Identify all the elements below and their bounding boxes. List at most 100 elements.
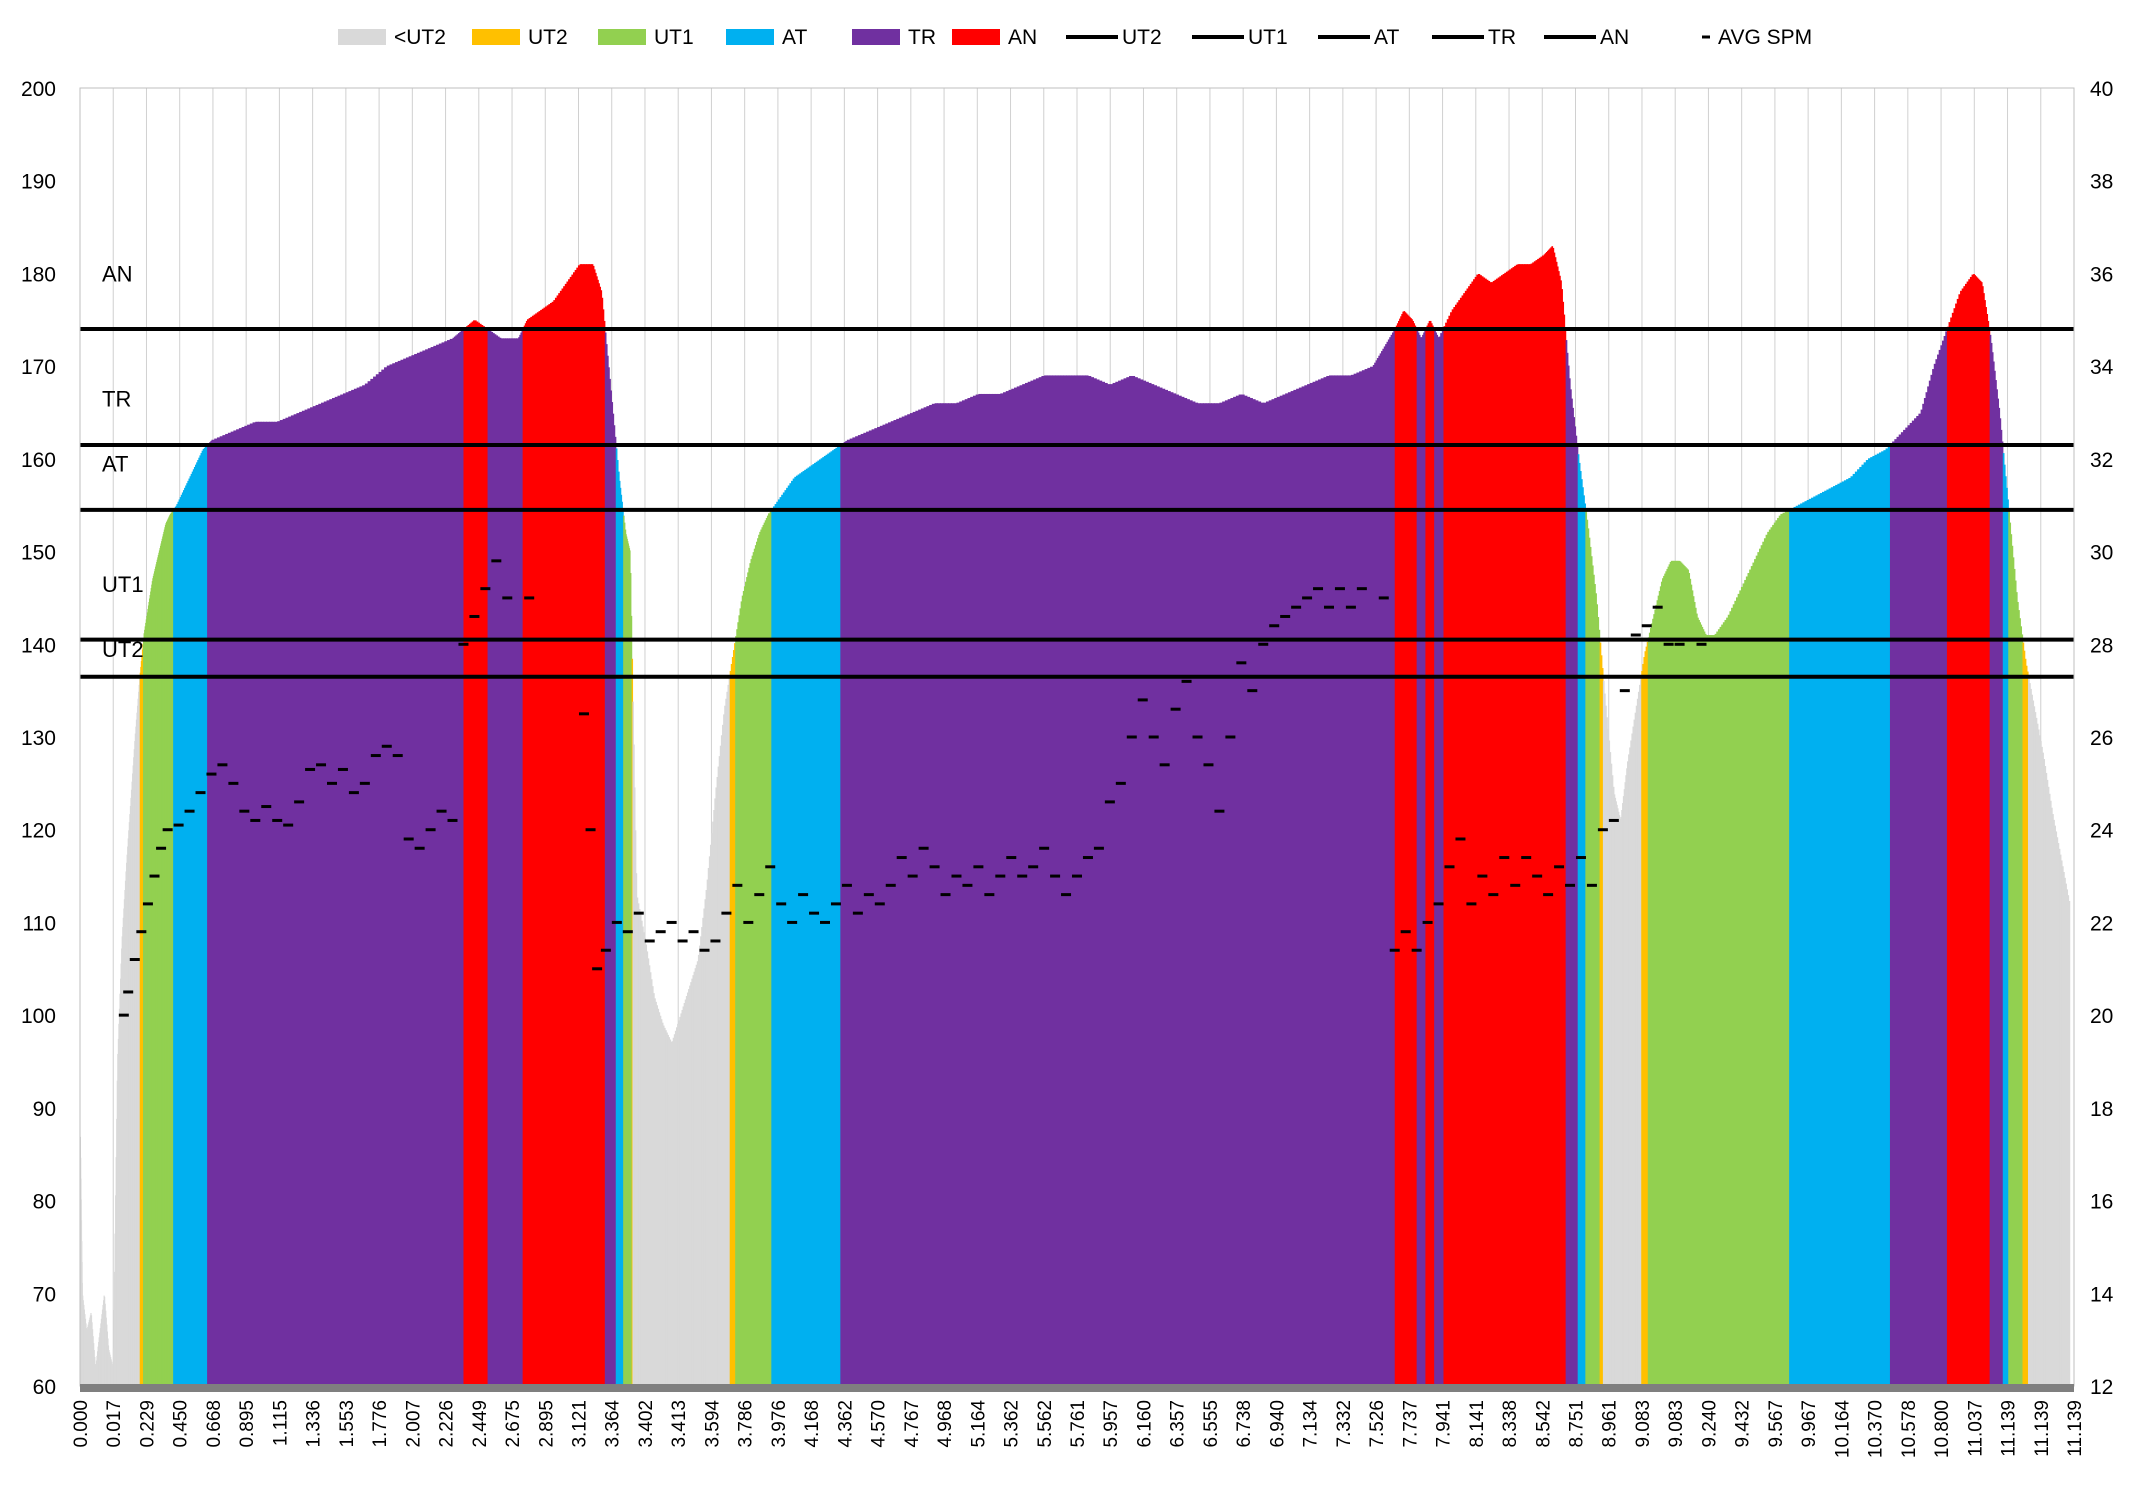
hr-zone-bar — [345, 392, 350, 1386]
hr-zone-bar — [1068, 375, 1073, 1386]
hr-zone-bar — [1800, 503, 1803, 1386]
hr-zone-bar — [596, 276, 598, 1386]
hr-zone-bar — [677, 1023, 679, 1386]
hr-zone-bar — [1429, 320, 1432, 1387]
hr-zone-bar — [1710, 635, 1712, 1386]
y2-tick-label: 14 — [2090, 1283, 2114, 1306]
x-tick-label: 6.940 — [1267, 1400, 1288, 1448]
hr-zone-bar — [511, 338, 515, 1386]
hr-zone-bar — [684, 999, 687, 1386]
hr-zone-bar — [482, 326, 485, 1387]
hr-zone-bar — [893, 420, 897, 1386]
hr-zone-bar — [1372, 364, 1375, 1387]
hr-zone-bar — [1282, 394, 1286, 1386]
hr-zone-bar — [1557, 271, 1560, 1386]
hr-zone-bar — [1219, 402, 1223, 1386]
hr-zone-bar — [1428, 320, 1431, 1387]
hr-zone-bar — [1953, 308, 1956, 1387]
hr-zone-bar — [815, 461, 818, 1386]
hr-zone-bar — [1575, 435, 1578, 1386]
hr-zone-bar — [2059, 854, 2062, 1386]
hr-zone-bar — [1414, 325, 1417, 1387]
hr-zone-bar — [779, 497, 782, 1386]
hr-zone-bar — [1049, 375, 1053, 1386]
hr-zone-bar — [1461, 295, 1464, 1386]
hr-zone-bar — [466, 326, 469, 1387]
hr-zone-bar — [1451, 309, 1454, 1386]
hr-zone-bar — [653, 993, 655, 1386]
hr-zone-bar — [1634, 712, 1637, 1386]
legend-label-5: AN — [1008, 26, 1037, 49]
hr-zone-bar — [1662, 578, 1664, 1386]
hr-zone-bar — [543, 307, 546, 1387]
legend-label-7: UT1 — [1248, 26, 1288, 49]
hr-zone-bar — [304, 409, 308, 1387]
x-tick-label: 4.570 — [869, 1400, 890, 1448]
hr-zone-bar — [307, 408, 311, 1387]
x-tick-label: 3.402 — [636, 1400, 657, 1448]
hr-zone-bar — [712, 821, 714, 1386]
hr-zone-bar — [997, 393, 1001, 1386]
hr-zone-bar — [701, 927, 703, 1386]
hr-zone-bar — [898, 417, 903, 1386]
y2-tick-label: 24 — [2090, 820, 2114, 843]
hr-zone-bar — [2009, 522, 2012, 1386]
y-tick-label: 90 — [33, 1098, 56, 1121]
hr-zone-bar — [1395, 325, 1398, 1387]
hr-zone-bar — [1390, 334, 1393, 1386]
hr-zone-bar — [1120, 379, 1125, 1386]
hr-zone-bar — [1916, 415, 1920, 1386]
hr-zone-bar — [1969, 276, 1973, 1386]
hr-zone-bar — [1683, 566, 1686, 1386]
hr-zone-bar — [648, 965, 651, 1386]
hr-zone-bar — [1385, 344, 1388, 1387]
hr-zone-bar — [574, 269, 577, 1386]
hr-zone-bar — [1459, 297, 1463, 1386]
hr-zone-bar — [1930, 374, 1933, 1386]
hr-zone-bar — [2058, 848, 2061, 1386]
hr-zone-bar — [1548, 249, 1550, 1386]
hr-zone-bar — [524, 323, 527, 1387]
hr-zone-bar — [765, 517, 768, 1386]
hr-zone-bar — [1613, 794, 1616, 1386]
hr-zone-bar — [184, 487, 186, 1387]
hr-zone-bar — [1640, 677, 1642, 1386]
hr-zone-bar — [1846, 479, 1849, 1386]
hr-zone-bar — [1655, 604, 1658, 1386]
hr-zone-bar — [342, 393, 347, 1386]
x-tick-label: 7.526 — [1367, 1400, 1388, 1448]
hr-zone-bar — [464, 327, 467, 1387]
hr-zone-bar — [715, 787, 718, 1386]
hr-zone-bar — [1016, 386, 1021, 1387]
hr-zone-bar — [1412, 320, 1414, 1387]
hr-zone-bar — [279, 420, 284, 1386]
hr-zone-bar — [644, 938, 646, 1386]
hr-zone-bar — [1046, 375, 1051, 1386]
hr-zone-bar — [1071, 375, 1075, 1386]
legend-swatch-3 — [726, 29, 774, 45]
hr-zone-bar — [972, 395, 977, 1386]
hr-zone-bar — [1963, 286, 1966, 1387]
hr-zone-bar — [288, 416, 292, 1386]
legend-swatch-5 — [952, 29, 1000, 45]
hr-zone-bar — [1602, 680, 1605, 1386]
x-tick-label: 8.542 — [1533, 1400, 1554, 1448]
hr-zone-bar — [768, 513, 771, 1386]
hr-zone-bar — [1651, 623, 1653, 1386]
hr-zone-bar — [877, 426, 881, 1387]
hr-zone-bar — [2023, 650, 2026, 1386]
hr-zone-bar — [1793, 506, 1797, 1387]
hr-zone-bar — [612, 413, 615, 1386]
hr-zone-bar — [1437, 337, 1440, 1386]
hr-zone-bar — [605, 344, 608, 1387]
hr-zone-bar — [430, 347, 434, 1387]
hr-zone-bar — [1274, 398, 1278, 1386]
hr-zone-bar — [1654, 609, 1657, 1386]
hr-zone-bar — [635, 873, 638, 1386]
hr-zone-bar — [1301, 386, 1305, 1387]
hr-zone-bar — [695, 964, 698, 1386]
x-tick-label: 9.567 — [1766, 1400, 1787, 1448]
hr-zone-bar — [599, 286, 602, 1387]
x-tick-label: 0.895 — [237, 1400, 258, 1448]
hr-zone-bar — [538, 311, 541, 1386]
